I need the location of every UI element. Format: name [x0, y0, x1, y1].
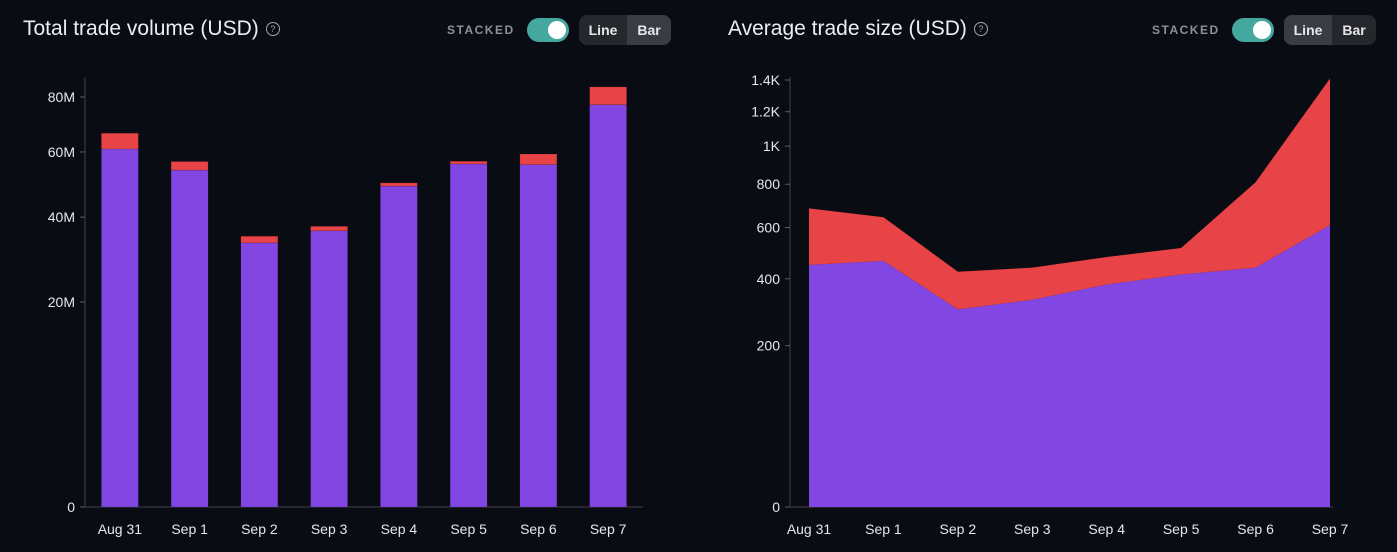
bar-segment[interactable]: [170, 169, 209, 508]
y-tick-label: 0: [67, 499, 75, 515]
chart-controls: STACKED Line Bar: [447, 15, 671, 45]
toggle-knob: [547, 21, 566, 39]
y-tick-label: 1.2K: [751, 104, 780, 120]
x-tick-label: Aug 31: [787, 521, 832, 537]
y-tick-label: 80M: [48, 89, 75, 105]
x-tick-label: Sep 6: [520, 521, 557, 537]
trade-volume-panel: Total trade volume (USD) ? STACKED Line …: [0, 0, 690, 552]
x-tick-label: Sep 3: [1014, 521, 1051, 537]
x-tick-label: Sep 4: [1088, 521, 1125, 537]
y-tick-label: 1K: [763, 138, 781, 154]
y-tick-label: 20M: [48, 294, 75, 310]
x-tick-label: Sep 1: [865, 521, 902, 537]
x-tick-label: Sep 7: [590, 521, 627, 537]
x-tick-label: Sep 2: [241, 521, 278, 537]
bar-button[interactable]: Bar: [1342, 22, 1366, 38]
bar-segment[interactable]: [449, 160, 488, 165]
chart-title-text: Average trade size (USD): [728, 17, 967, 40]
x-tick-label: Sep 6: [1237, 521, 1274, 537]
chart-title-text: Total trade volume (USD): [23, 17, 259, 40]
chart-title: Total trade volume (USD) ?: [23, 17, 280, 41]
x-tick-label: Sep 3: [311, 521, 348, 537]
y-tick-label: 40M: [48, 209, 75, 225]
bar-segment[interactable]: [240, 235, 279, 244]
bar-segment[interactable]: [240, 242, 279, 508]
bar-segment[interactable]: [101, 148, 139, 508]
toggle-knob: [1252, 21, 1271, 39]
bar-button[interactable]: Bar: [627, 15, 671, 45]
bar-segment[interactable]: [170, 161, 209, 171]
x-tick-label: Sep 5: [450, 521, 487, 537]
bar-segment[interactable]: [519, 164, 558, 508]
trade-size-panel: Average trade size (USD) ? STACKED Line …: [705, 0, 1397, 552]
x-tick-label: Sep 2: [940, 521, 977, 537]
bar-segment[interactable]: [589, 104, 627, 508]
chart-type-switch: Line Bar: [1283, 15, 1376, 45]
y-tick-label: 600: [757, 219, 781, 235]
x-tick-label: Aug 31: [98, 521, 143, 537]
y-tick-label: 200: [757, 338, 781, 354]
y-tick-label: 1.4K: [751, 72, 780, 88]
x-tick-label: Sep 7: [1312, 521, 1349, 537]
trade-size-chart: 0 200 400 600 800 1K 1.2K 1.4K Aug 31 Sep 1 Sep 2 S…: [751, 72, 1349, 537]
chart-type-switch: Line Bar: [578, 15, 671, 45]
trade-volume-chart: 0 20M 40M 60M 80M Aug 31 Sep 1 Sep 2 Sep 3 Sep 4 S…: [48, 77, 643, 537]
bar-segment[interactable]: [310, 226, 348, 232]
bar-segment[interactable]: [101, 132, 139, 150]
x-tick-label: Sep 1: [171, 521, 208, 537]
area-series[interactable]: [809, 78, 1330, 310]
bar-segment[interactable]: [449, 163, 488, 508]
line-button[interactable]: Line: [1283, 15, 1333, 45]
bar-segment[interactable]: [310, 230, 348, 508]
stacked-label: STACKED: [1152, 23, 1220, 37]
x-tick-label: Sep 5: [1163, 521, 1200, 537]
help-icon[interactable]: ?: [973, 22, 988, 36]
chart-controls: STACKED Line Bar: [1152, 15, 1376, 45]
bar-segment[interactable]: [589, 86, 627, 106]
y-tick-label: 60M: [48, 144, 75, 160]
y-tick-label: 0: [772, 499, 780, 515]
stacked-toggle[interactable]: [1231, 18, 1274, 42]
y-tick-label: 400: [757, 271, 781, 287]
chart-title: Average trade size (USD) ?: [728, 17, 988, 41]
stacked-toggle[interactable]: [526, 18, 569, 42]
y-tick-label: 800: [757, 176, 781, 192]
area-series[interactable]: [809, 225, 1330, 508]
help-icon[interactable]: ?: [265, 22, 280, 36]
bar-segment[interactable]: [380, 185, 418, 508]
stacked-label: STACKED: [447, 23, 515, 37]
bar-segment[interactable]: [519, 153, 558, 165]
line-button[interactable]: Line: [588, 22, 618, 38]
bar-segment[interactable]: [380, 182, 418, 187]
x-tick-label: Sep 4: [381, 521, 418, 537]
